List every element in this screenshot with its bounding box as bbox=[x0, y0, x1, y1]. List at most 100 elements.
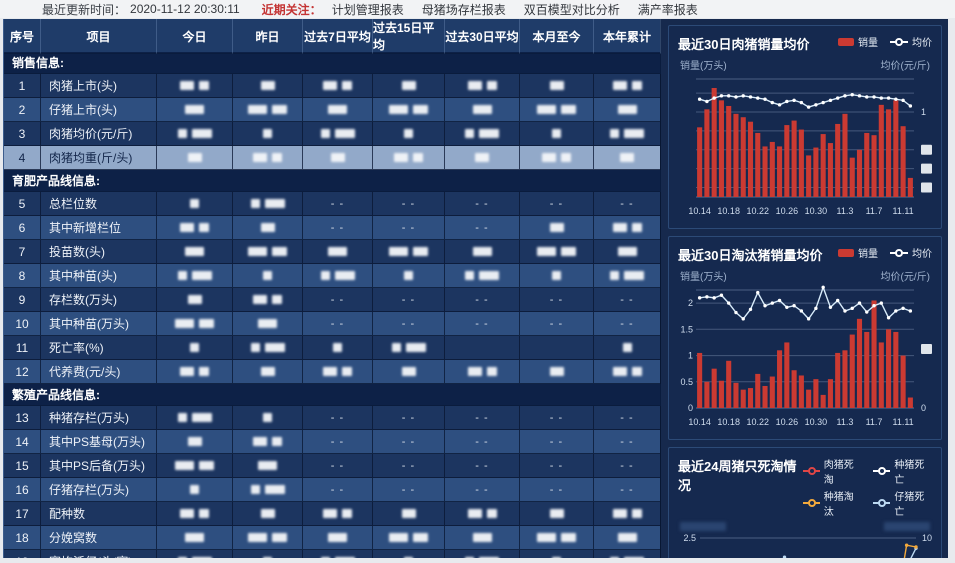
legend-item[interactable]: 均价 bbox=[890, 34, 932, 49]
table-row[interactable]: 17 配种数 bbox=[4, 502, 661, 526]
x-axis-tick: 11.7 bbox=[866, 206, 883, 216]
row-number: 19 bbox=[4, 550, 41, 558]
legend-item[interactable]: 仔猪死亡 bbox=[873, 488, 932, 518]
legend-item[interactable]: 销量 bbox=[838, 34, 878, 49]
redacted-value bbox=[250, 343, 285, 352]
redaction-block bbox=[537, 533, 556, 542]
redaction-block bbox=[190, 485, 199, 494]
table-row[interactable]: 19窝均活仔(头/窝) bbox=[4, 550, 661, 558]
legend-label: 仔猪死亡 bbox=[894, 492, 925, 518]
redaction-block bbox=[185, 533, 204, 542]
table-row[interactable]: 16 仔猪存栏(万头) - - - - - - - - - - bbox=[4, 478, 661, 502]
x-axis-tick: 10.26 bbox=[776, 206, 799, 216]
value-cell-redacted bbox=[233, 336, 303, 360]
table-row[interactable]: 18 分娩窝数 bbox=[4, 526, 661, 550]
redaction-block bbox=[486, 367, 497, 376]
x-axis-tick: 11.11 bbox=[893, 417, 914, 427]
redaction-block bbox=[479, 557, 499, 558]
legend-line-swatch bbox=[802, 499, 820, 507]
redaction-block bbox=[404, 557, 413, 558]
legend-bar-swatch bbox=[838, 37, 854, 46]
value-cell-empty: - - bbox=[303, 430, 373, 454]
table-row[interactable]: 5 总栏位数 - - - - - - - - - - bbox=[4, 192, 661, 216]
redaction-block bbox=[248, 105, 267, 114]
table-row[interactable]: 7 投苗数(头) bbox=[4, 240, 661, 264]
table-row[interactable]: 8 其中种苗(头) bbox=[4, 264, 661, 288]
redaction-block bbox=[177, 271, 187, 280]
value-cell-redacted bbox=[233, 454, 303, 478]
value-cell-redacted bbox=[233, 360, 303, 384]
legend-item[interactable]: 均价 bbox=[890, 245, 932, 260]
redaction-block bbox=[263, 413, 272, 422]
table-row[interactable]: 12 代养费(元/头) bbox=[4, 360, 661, 384]
redaction-block bbox=[323, 367, 337, 376]
menu-item-2[interactable]: 母猪场存栏报表 bbox=[421, 2, 506, 17]
redacted-value bbox=[250, 199, 285, 208]
redacted-value bbox=[253, 437, 282, 446]
table-row[interactable]: 3 肉猪均价(元/斤) bbox=[4, 122, 661, 146]
value-cell-redacted bbox=[520, 98, 594, 122]
value-cell-redacted bbox=[594, 74, 661, 98]
column-header: 过去15日平均 bbox=[373, 19, 445, 54]
y-axis-label-right: 均价(元/斤) bbox=[880, 61, 930, 72]
report-menu: 计划管理报表 母猪场存栏报表 双百模型对比分析 满产率报表 bbox=[332, 1, 698, 18]
table-row[interactable]: 11 死亡率(%) bbox=[4, 336, 661, 360]
table-row[interactable]: 9 存栏数(万头) - - - - - - - - - - bbox=[4, 288, 661, 312]
redacted-value bbox=[537, 533, 576, 542]
row-label: 投苗数(头) bbox=[41, 240, 157, 264]
value-cell-redacted bbox=[303, 122, 373, 146]
redaction-block bbox=[479, 129, 499, 138]
column-header: 项目 bbox=[41, 19, 157, 54]
redacted-value bbox=[187, 437, 202, 446]
redacted-value bbox=[610, 557, 644, 558]
table-row[interactable]: 14 其中PS基母(万头) - - - - - - - - - - bbox=[4, 430, 661, 454]
legend-label: 销量 bbox=[858, 38, 878, 49]
redaction-block bbox=[631, 223, 642, 232]
table-row[interactable]: 13 种猪存栏(万头) - - - - - - - - - - bbox=[4, 406, 661, 430]
chart-legend: 销量 均价 bbox=[838, 245, 932, 260]
redaction-block bbox=[342, 367, 352, 376]
table-row[interactable]: 1 肉猪上市(头) bbox=[4, 74, 661, 98]
dash-value: - - bbox=[401, 221, 416, 234]
value-cell-redacted bbox=[594, 240, 661, 264]
table-row[interactable]: 10 其中种苗(万头) - - - - - - - - - - bbox=[4, 312, 661, 336]
redacted-value bbox=[253, 153, 282, 162]
redacted-value bbox=[263, 129, 272, 138]
y-axis-tick-left: 0 bbox=[688, 403, 693, 413]
table-row[interactable]: 2 仔猪上市(头) bbox=[4, 98, 661, 122]
value-cell-redacted bbox=[520, 146, 594, 170]
value-cell-redacted bbox=[373, 240, 445, 264]
menu-item-3[interactable]: 双百模型对比分析 bbox=[523, 2, 620, 17]
value-cell-empty: - - bbox=[373, 454, 445, 478]
redaction-block bbox=[264, 485, 285, 494]
redaction-block bbox=[617, 247, 637, 256]
redaction-block bbox=[177, 129, 187, 138]
redaction-block bbox=[263, 271, 272, 280]
redacted-axis-tick bbox=[921, 182, 932, 193]
menu-item-1[interactable]: 计划管理报表 bbox=[331, 2, 404, 17]
legend-item[interactable]: 种猪死亡 bbox=[873, 456, 932, 486]
redacted-axis-tick bbox=[921, 144, 932, 155]
value-cell-redacted bbox=[594, 526, 661, 550]
redaction-block bbox=[199, 367, 209, 376]
table-row[interactable]: 15 其中PS后备(万头) - - - - - - - - - - bbox=[4, 454, 661, 478]
legend-item[interactable]: 销量 bbox=[838, 245, 878, 260]
value-cell-redacted bbox=[445, 264, 520, 288]
table-row[interactable]: 4 肉猪均重(斤/头) bbox=[4, 146, 661, 170]
legend-line-swatch bbox=[890, 37, 908, 46]
x-axis-tick: 10.14 bbox=[688, 417, 711, 427]
value-cell-redacted bbox=[233, 502, 303, 526]
redacted-value bbox=[552, 557, 561, 558]
redaction-block bbox=[342, 81, 352, 90]
legend-item[interactable]: 种猪淘汰 bbox=[802, 488, 862, 518]
column-header: 本月至今 bbox=[520, 19, 594, 54]
table-row[interactable]: 6 其中新增栏位 - - - - - - bbox=[4, 216, 661, 240]
redaction-block bbox=[180, 509, 194, 518]
value-cell-redacted bbox=[373, 98, 445, 122]
value-cell-empty: - - bbox=[445, 312, 520, 336]
menu-item-4[interactable]: 满产率报表 bbox=[637, 2, 698, 17]
legend-item[interactable]: 肉猪死淘 bbox=[802, 456, 862, 486]
redaction-block bbox=[330, 153, 345, 162]
redaction-block bbox=[465, 129, 474, 138]
redaction-block bbox=[250, 485, 260, 494]
